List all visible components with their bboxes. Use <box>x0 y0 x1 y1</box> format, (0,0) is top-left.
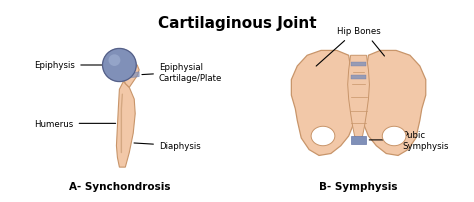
Circle shape <box>102 49 136 82</box>
Polygon shape <box>117 82 135 167</box>
Text: Epiphysis: Epiphysis <box>35 61 103 70</box>
Polygon shape <box>363 51 426 156</box>
Text: B- Symphysis: B- Symphysis <box>319 182 398 191</box>
Ellipse shape <box>311 127 335 146</box>
Text: Cartilaginous Joint: Cartilaginous Joint <box>158 16 316 31</box>
Polygon shape <box>351 136 366 144</box>
Polygon shape <box>113 73 139 80</box>
Polygon shape <box>351 75 366 79</box>
Polygon shape <box>123 64 139 88</box>
Text: Diaphysis: Diaphysis <box>134 142 201 150</box>
Polygon shape <box>351 63 366 67</box>
Text: Hip Bones: Hip Bones <box>337 27 381 36</box>
Text: A- Synchondrosis: A- Synchondrosis <box>69 182 170 191</box>
Text: Humerus: Humerus <box>35 119 116 128</box>
Text: Epiphysial
Cartilage/Plate: Epiphysial Cartilage/Plate <box>142 63 222 82</box>
Polygon shape <box>348 56 369 140</box>
Polygon shape <box>292 51 355 156</box>
Ellipse shape <box>382 127 406 146</box>
Circle shape <box>109 55 120 67</box>
Text: Pubic
Symphysis: Pubic Symphysis <box>369 130 448 150</box>
